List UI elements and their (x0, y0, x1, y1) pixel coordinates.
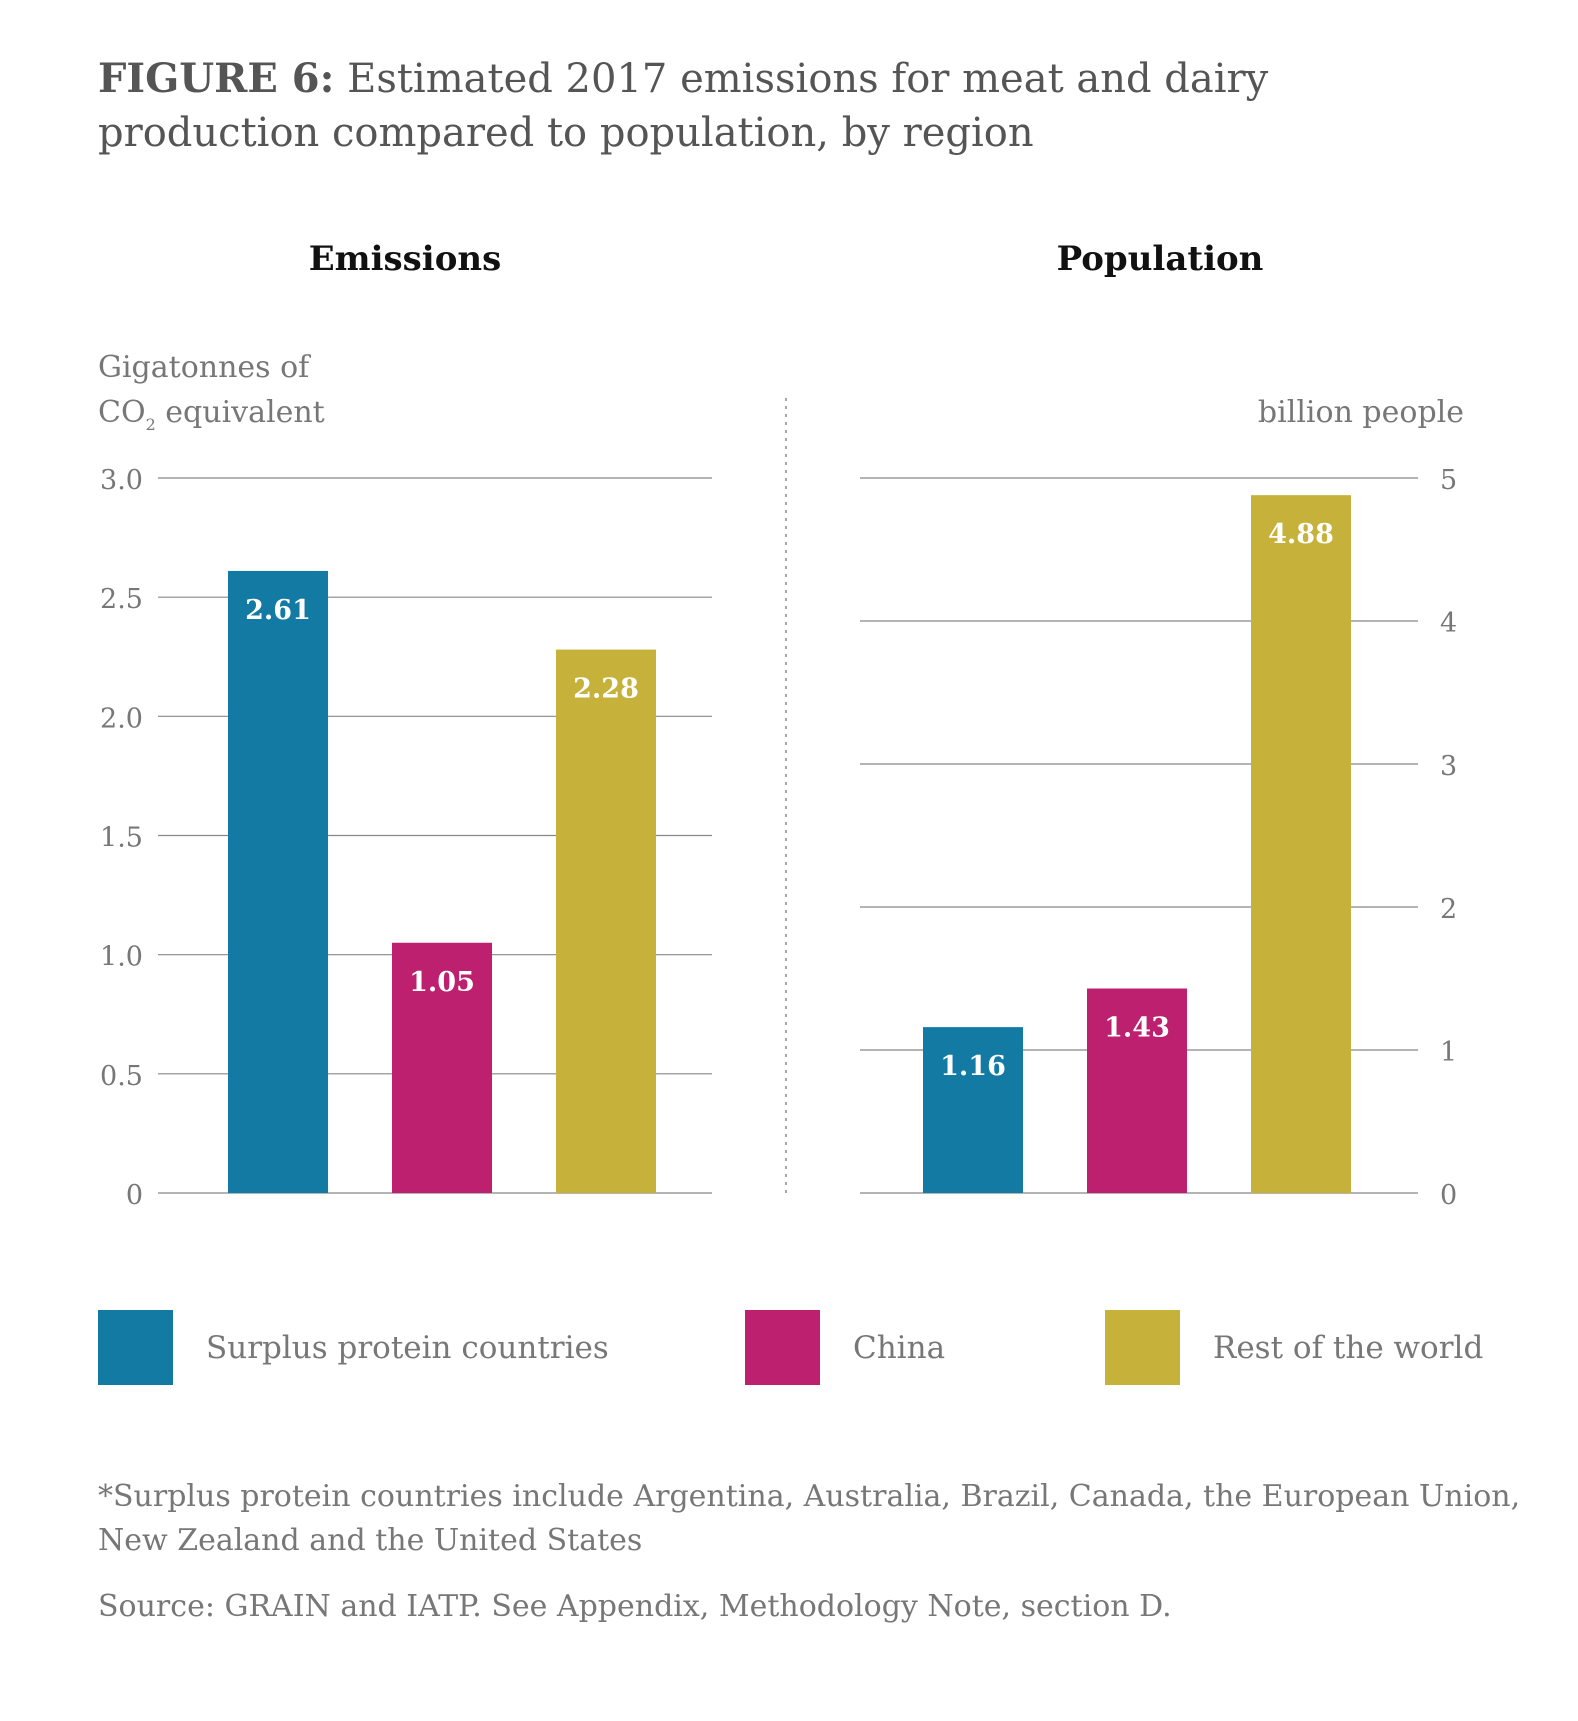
figure-title-text: Estimated 2017 emissions for meat and da… (98, 56, 1269, 156)
population-data-label-2: 4.88 (1268, 519, 1334, 550)
emissions-tick-label-5: 2.5 (100, 584, 143, 615)
population-tick-label-5: 5 (1440, 465, 1457, 496)
emissions-ylabel-line1: Gigatonnes of (98, 350, 311, 385)
emissions-tick-label-6: 3.0 (100, 465, 143, 496)
emissions-bar-2 (556, 649, 656, 1193)
population-tick-label-2: 2 (1440, 894, 1457, 925)
population-tick-label-4: 4 (1440, 608, 1457, 639)
population-chart-title: Population (1057, 239, 1264, 279)
legend-label-china: China (853, 1329, 946, 1366)
legend-item-rest: Rest of the world (1105, 1310, 1483, 1385)
emissions-tick-label-1: 0.5 (100, 1061, 143, 1092)
population-tick-label-3: 3 (1440, 751, 1457, 782)
charts-canvas: Emissions 0 0.5 1.0 1.5 2.0 2.5 3.0 2.61 1.05 2.28… (98, 239, 1464, 1211)
legend-swatch-rest (1105, 1310, 1180, 1385)
emissions-chart-title: Emissions (309, 239, 502, 279)
emissions-tick-label-0: 0 (126, 1180, 143, 1211)
population-ylabel: billion people (1258, 395, 1464, 430)
emissions-bar-0 (228, 570, 328, 1193)
emissions-tick-label-4: 2.0 (100, 703, 143, 734)
population-bar-0 (923, 1027, 1023, 1193)
legend-label-rest: Rest of the world (1213, 1329, 1484, 1366)
legend-item-surplus: Surplus protein countries (98, 1310, 609, 1385)
population-bar-2 (1251, 495, 1351, 1193)
population-data-label-0: 1.16 (940, 1051, 1006, 1082)
legend-item-china: China (745, 1310, 945, 1385)
legend-label-surplus: Surplus protein countries (206, 1329, 609, 1366)
emissions-bar-1 (392, 942, 492, 1193)
legend-swatch-surplus (98, 1310, 173, 1385)
emissions-ylabel-line2: CO2 equivalent (98, 395, 325, 434)
population-tick-label-0: 0 (1440, 1180, 1457, 1211)
legend-swatch-china (745, 1310, 820, 1385)
emissions-data-label-2: 2.28 (573, 674, 639, 705)
footnote: *Surplus protein countries include Argen… (98, 1479, 1521, 1558)
population-bar-1 (1087, 988, 1187, 1193)
source-note: Source: GRAIN and IATP. See Appendix, Me… (98, 1589, 1172, 1624)
emissions-tick-label-2: 1.0 (100, 942, 143, 973)
emissions-data-label-0: 2.61 (245, 595, 311, 626)
population-data-label-1: 1.43 (1104, 1013, 1170, 1044)
emissions-data-label-1: 1.05 (409, 967, 475, 998)
emissions-tick-label-3: 1.5 (100, 823, 143, 854)
figure-number: FIGURE 6: (98, 55, 335, 102)
figure-title: FIGURE 6: Estimated 2017 emissions for m… (98, 52, 1498, 160)
population-tick-label-1: 1 (1440, 1037, 1457, 1068)
